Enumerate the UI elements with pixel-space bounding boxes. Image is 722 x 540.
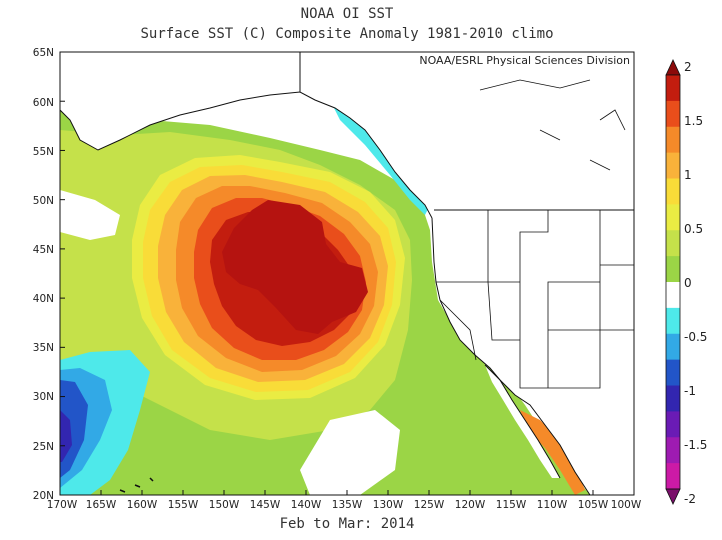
colorbar-segment [666, 230, 680, 257]
date-range-label: Feb to Mar: 2014 [279, 516, 415, 532]
lon-label: 105W [578, 499, 609, 511]
axis-ticks [59, 51, 635, 496]
anomaly-warm-coastal [520, 410, 585, 495]
latitude-labels: 20N 25N 30N 35N 40N 45N 50N 55N 60N 65N [33, 47, 54, 502]
colorbar-labels: 2 1.5 1 0.5 0 -0.5 -1 -1.5 -2 [684, 60, 707, 506]
colorbar-label: -0.5 [684, 330, 707, 344]
land-north-america [60, 52, 634, 495]
colorbar-label: 1.5 [684, 114, 703, 128]
colorbar-segment [666, 256, 680, 283]
coastline-us-west [431, 217, 591, 495]
longitude-labels: 170W 165W 160W 155W 150W 145W 140W 135W … [47, 499, 642, 511]
lon-label: 100W [611, 499, 642, 511]
anomaly-fill-max [222, 200, 368, 334]
colorbar-segment [666, 463, 680, 490]
colorbar-segment [666, 126, 680, 154]
coastlines [60, 52, 634, 495]
anomaly-cool-coastal [330, 100, 430, 215]
anomaly-fill-neg-1p25 [60, 410, 72, 462]
lon-label: 110W [537, 499, 568, 511]
colorbar-segment [666, 411, 680, 438]
colorbar-label: 2 [684, 60, 692, 74]
anomaly-zero-patch-1 [60, 190, 120, 240]
colorbar-segment [666, 359, 680, 386]
lat-label: 55N [33, 146, 54, 158]
colorbar [665, 59, 681, 505]
lat-label: 25N [33, 441, 54, 453]
lon-label: 130W [373, 499, 404, 511]
lon-label: 140W [291, 499, 322, 511]
lon-label: 170W [47, 499, 78, 511]
lat-label: 60N [33, 97, 54, 109]
lon-label: 115W [496, 499, 527, 511]
colorbar-label: 1 [684, 168, 692, 182]
colorbar-segment [666, 152, 680, 179]
map-title: NOAA OI SST [300, 6, 394, 22]
colorbar-frame [665, 74, 681, 490]
colorbar-label: 0.5 [684, 222, 703, 236]
lon-label: 125W [414, 499, 445, 511]
coastline-alaska [60, 91, 433, 219]
lat-label: 20N [33, 490, 54, 502]
colorbar-segment [666, 75, 680, 102]
colorbar-segment [666, 307, 680, 335]
anomaly-field [60, 52, 634, 495]
colorbar-arrow-top [665, 59, 681, 76]
lat-label: 40N [33, 293, 54, 305]
colorbar-segment [666, 437, 680, 464]
credit-text: NOAA/ESRL Physical Sciences Division [419, 54, 630, 67]
colorbar-segment [666, 204, 680, 231]
lon-label: 150W [209, 499, 240, 511]
lon-label: 160W [127, 499, 158, 511]
map-subtitle: Surface SST (C) Composite Anomaly 1981-2… [140, 26, 554, 42]
colorbar-label: 0 [684, 276, 692, 290]
canada-islands [479, 79, 626, 171]
hawaii-islands [119, 477, 154, 493]
lon-label: 120W [455, 499, 486, 511]
lon-label: 165W [86, 499, 117, 511]
lat-label: 35N [33, 342, 54, 354]
coastline-baja [484, 364, 561, 479]
colorbar-segment [666, 333, 680, 361]
state-borders [436, 210, 634, 389]
lat-label: 30N [33, 391, 54, 403]
colorbar-label: -1 [684, 384, 696, 398]
colorbar-segment [666, 178, 680, 205]
lat-label: 65N [33, 47, 54, 59]
colorbar-segment [666, 100, 680, 128]
lat-label: 45N [33, 244, 54, 256]
lat-label: 50N [33, 195, 54, 207]
lon-label: 145W [250, 499, 281, 511]
lon-label: 155W [168, 499, 199, 511]
colorbar-segment [666, 282, 680, 309]
lon-label: 135W [332, 499, 363, 511]
anomaly-zero-patch-2 [300, 410, 400, 495]
colorbar-label: -1.5 [684, 438, 707, 452]
land-baja [485, 365, 560, 478]
colorbar-label: -2 [684, 492, 696, 506]
colorbar-segment [666, 385, 680, 412]
colorbar-arrow-bottom [665, 488, 681, 505]
